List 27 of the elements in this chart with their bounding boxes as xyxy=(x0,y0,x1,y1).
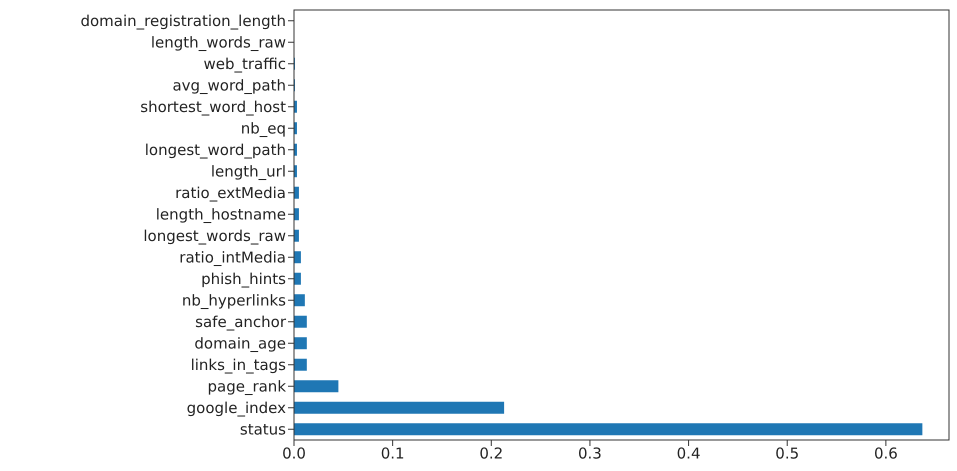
y-tick-label: shortest_word_host xyxy=(140,98,286,116)
x-tick-label: 0.1 xyxy=(380,444,405,463)
y-tick-label: page_rank xyxy=(207,378,286,396)
y-tick-label: status xyxy=(240,420,286,439)
y-tick-label: safe_anchor xyxy=(195,313,287,332)
x-tick-label: 0.0 xyxy=(282,444,306,463)
y-tick-label: longest_words_raw xyxy=(143,227,286,246)
y-tick-label: nb_eq xyxy=(240,120,286,138)
y-tick-label: longest_word_path xyxy=(144,141,286,160)
y-tick-label: ratio_extMedia xyxy=(175,184,286,202)
x-tick-label: 0.5 xyxy=(775,444,800,463)
x-tick-label: 0.3 xyxy=(578,444,602,463)
y-tick-label: avg_word_path xyxy=(172,76,286,95)
y-tick-label: links_in_tags xyxy=(190,356,286,374)
y-tick-label: ratio_intMedia xyxy=(179,248,286,267)
y-tick-label: google_index xyxy=(186,399,286,418)
x-tick-label: 0.2 xyxy=(479,444,504,463)
y-tick-label: nb_hyperlinks xyxy=(182,292,286,310)
y-tick-label: web_traffic xyxy=(203,55,286,74)
x-tick-label: 0.4 xyxy=(676,444,701,463)
y-tick-label: length_hostname xyxy=(156,206,286,224)
y-tick-label: length_url xyxy=(210,162,286,181)
y-tick-label: domain_registration_length xyxy=(80,12,286,30)
x-tick-label: 0.6 xyxy=(874,444,898,463)
y-tick-label: length_words_raw xyxy=(150,34,286,52)
y-tick-label: phish_hints xyxy=(201,270,286,288)
y-tick-label: domain_age xyxy=(194,334,286,353)
